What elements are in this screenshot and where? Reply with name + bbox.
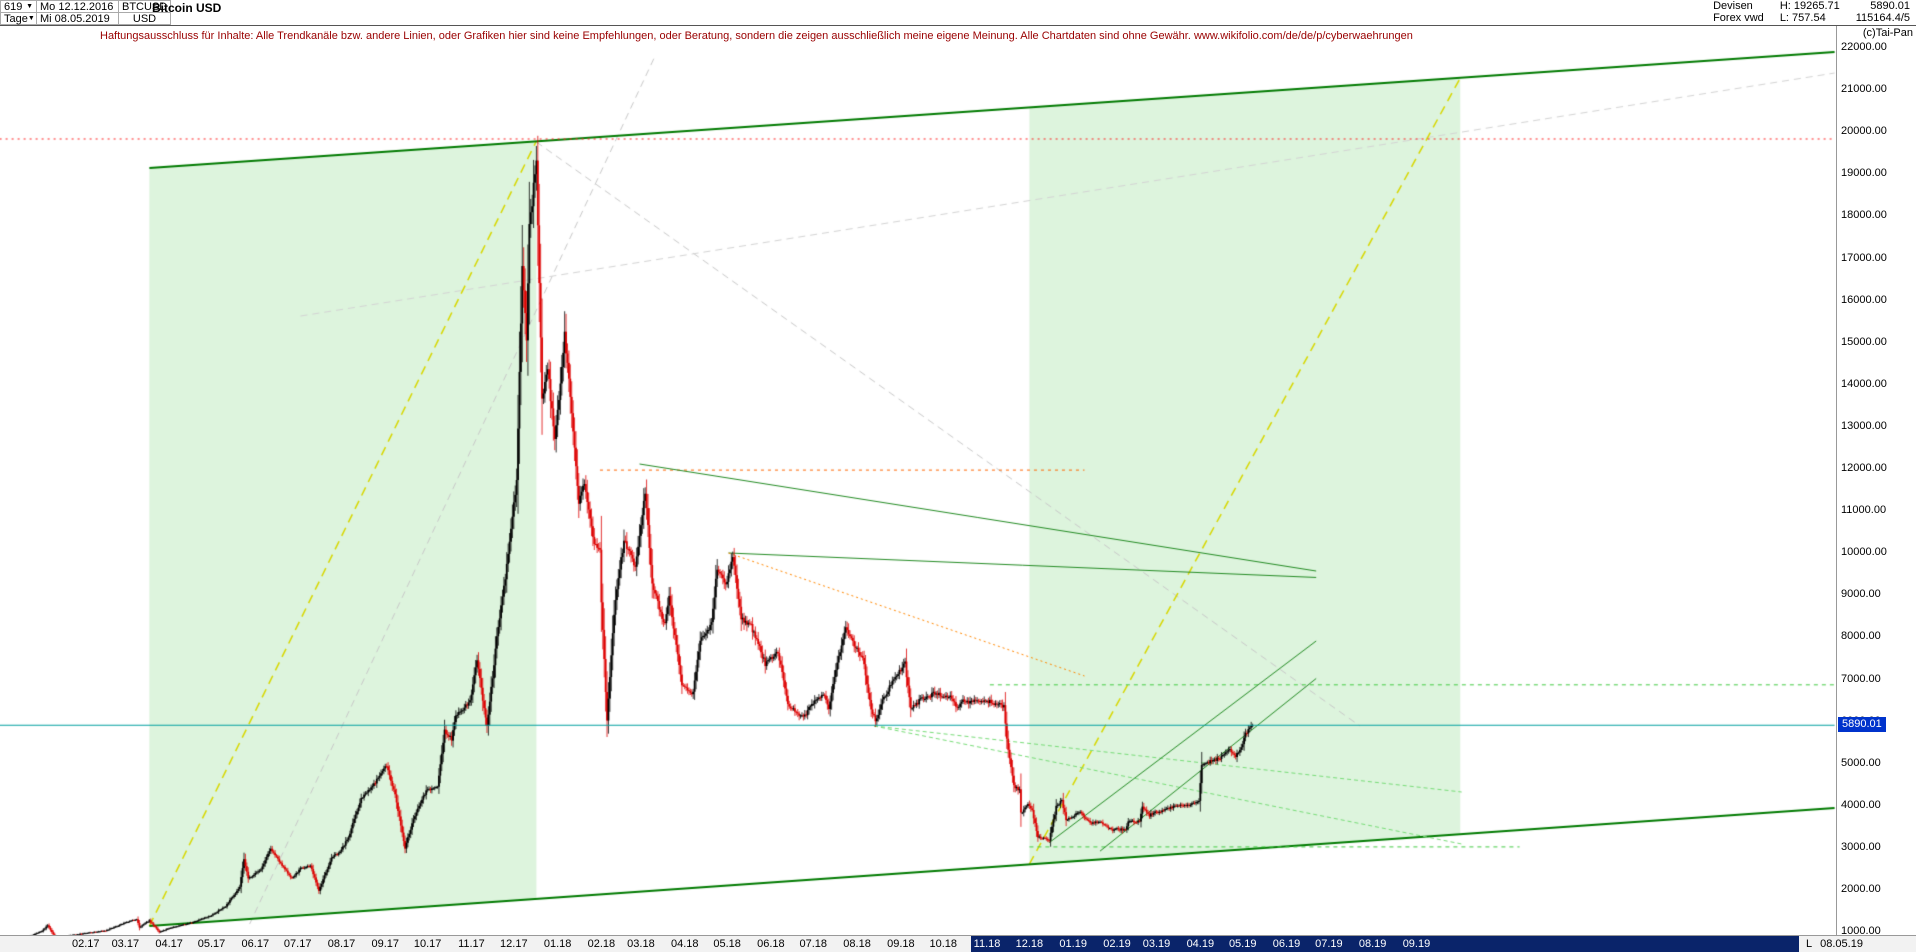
x-axis-label: 05.17 bbox=[197, 938, 226, 950]
dropdown-arrow-icon: ▼ bbox=[26, 2, 33, 10]
date-range-selection[interactable] bbox=[971, 936, 1800, 952]
start-date-field[interactable]: Mo 12.12.2016 bbox=[37, 1, 119, 13]
y-axis-label: 20000.00 bbox=[1841, 125, 1887, 138]
disclaimer-text: Haftungsausschluss für Inhalte: Alle Tre… bbox=[100, 30, 1413, 42]
last-date-value: 08.05.19 bbox=[1820, 938, 1863, 950]
quote-info: Devisen Forex vwd H: 19265.71 L: 757.54 … bbox=[1713, 0, 1910, 24]
x-axis-label: 09.19 bbox=[1402, 938, 1431, 950]
chart-settings-table: 619 ▼ Mo 12.12.2016 BTCUSD Tage ▼ Mi 08.… bbox=[0, 0, 171, 25]
dropdown-arrow-icon: ▼ bbox=[27, 14, 35, 22]
x-axis-label: 07.17 bbox=[283, 938, 312, 950]
x-axis-label: 09.17 bbox=[371, 938, 400, 950]
x-axis-label: 02.19 bbox=[1103, 938, 1131, 950]
x-axis-label: 03.18 bbox=[627, 938, 655, 950]
y-axis-label: 10000.00 bbox=[1841, 546, 1887, 559]
date-axis: 02.17 03.17 04.17 05.17 06.17 07.17 08.17 09.17… bbox=[0, 935, 1916, 952]
y-axis-label: 21000.00 bbox=[1841, 83, 1887, 96]
source-label: Forex vwd bbox=[1713, 12, 1764, 24]
chart-header: 619 ▼ Mo 12.12.2016 BTCUSD Tage ▼ Mi 08.… bbox=[0, 0, 1916, 26]
bars-count-value: 619 bbox=[4, 0, 23, 13]
x-axis-label: 07.18 bbox=[799, 938, 828, 950]
x-axis-label: 02.18 bbox=[587, 938, 616, 950]
y-axis-label: 9000.00 bbox=[1841, 588, 1881, 601]
y-axis-label: 15000.00 bbox=[1841, 335, 1887, 348]
x-axis-label: 12.18 bbox=[1015, 938, 1044, 950]
last-price-value: 5890.01 bbox=[1870, 0, 1910, 12]
x-axis-label: 12.17 bbox=[500, 938, 528, 950]
y-axis-label: 4000.00 bbox=[1841, 798, 1881, 811]
x-axis-label: 06.19 bbox=[1272, 938, 1301, 950]
y-axis-label: 22000.00 bbox=[1841, 41, 1887, 53]
y-axis-label: 1000.00 bbox=[1841, 925, 1881, 938]
y-axis-label: 12000.00 bbox=[1841, 462, 1887, 474]
page-title: Bitcoin USD bbox=[152, 1, 222, 15]
timeframe-dropdown[interactable]: Tage ▼ bbox=[1, 13, 37, 25]
y-axis-label: 3000.00 bbox=[1841, 840, 1881, 853]
x-axis-label: 04.19 bbox=[1186, 938, 1215, 950]
x-axis-label: 11.18 bbox=[973, 938, 1001, 950]
y-axis-label: 18000.00 bbox=[1841, 209, 1887, 222]
x-axis-label: 08.18 bbox=[843, 938, 871, 950]
x-axis-label: 11.17 bbox=[458, 938, 485, 950]
x-axis-label: 04.18 bbox=[670, 938, 699, 950]
y-axis-label: 7000.00 bbox=[1841, 672, 1881, 685]
x-axis-label: 04.17 bbox=[155, 938, 183, 950]
x-axis-label: 08.17 bbox=[327, 938, 356, 950]
y-axis-label: 19000.00 bbox=[1841, 167, 1887, 180]
volume-value: 115164.4/5 bbox=[1855, 12, 1910, 24]
market-label: Devisen bbox=[1713, 0, 1753, 12]
x-axis-label: 05.19 bbox=[1228, 938, 1257, 950]
timeframe-value: Tage bbox=[4, 12, 28, 25]
x-axis-label: 05.18 bbox=[713, 938, 741, 950]
chart-area: Haftungsausschluss für Inhalte: Alle Tre… bbox=[0, 26, 1916, 938]
last-date-label: L 08.05.19 bbox=[1806, 938, 1871, 950]
high-value: H: 19265.71 bbox=[1779, 0, 1840, 12]
price-axis: (c)Tai-Pan 22000.00 21000.00 20000.00 19000… bbox=[1836, 26, 1916, 938]
symbol-field[interactable]: BTCUSD bbox=[119, 1, 171, 13]
x-axis-label: 08.19 bbox=[1358, 938, 1387, 950]
end-date-field[interactable]: Mi 08.05.2019 bbox=[37, 13, 119, 25]
x-axis-label: 09.18 bbox=[887, 938, 915, 950]
x-axis-label: 03.17 bbox=[111, 938, 140, 950]
y-axis-label: 14000.00 bbox=[1841, 377, 1887, 390]
y-axis-label: 2000.00 bbox=[1841, 883, 1881, 895]
x-axis-label: 03.19 bbox=[1142, 938, 1171, 950]
y-axis-label: 5000.00 bbox=[1841, 756, 1881, 769]
x-axis-label: 10.17 bbox=[413, 938, 442, 950]
copyright-label: (c)Tai-Pan bbox=[1862, 27, 1913, 39]
x-axis-label: 06.17 bbox=[241, 938, 270, 950]
x-axis-label: 07.19 bbox=[1315, 938, 1343, 950]
price-chart-canvas[interactable] bbox=[0, 26, 1836, 935]
last-date-prefix: L bbox=[1806, 938, 1813, 950]
bars-count-dropdown[interactable]: 619 ▼ bbox=[1, 1, 37, 13]
x-axis-label: 10.18 bbox=[929, 938, 957, 950]
y-axis-label: 13000.00 bbox=[1841, 419, 1887, 432]
y-axis-label: 8000.00 bbox=[1841, 630, 1881, 643]
x-axis-label: 01.18 bbox=[543, 938, 572, 950]
y-axis-label: 17000.00 bbox=[1841, 251, 1887, 264]
x-axis-label: 06.18 bbox=[757, 938, 785, 950]
y-axis-label: 11000.00 bbox=[1841, 504, 1887, 517]
current-price-tag: 5890.01 bbox=[1838, 717, 1886, 733]
x-axis-label: 01.19 bbox=[1059, 938, 1087, 950]
low-value: L: 757.54 bbox=[1779, 12, 1826, 24]
x-axis-label: 02.17 bbox=[72, 938, 100, 950]
y-axis-label: 16000.00 bbox=[1841, 293, 1887, 306]
currency-label: USD bbox=[119, 13, 171, 25]
